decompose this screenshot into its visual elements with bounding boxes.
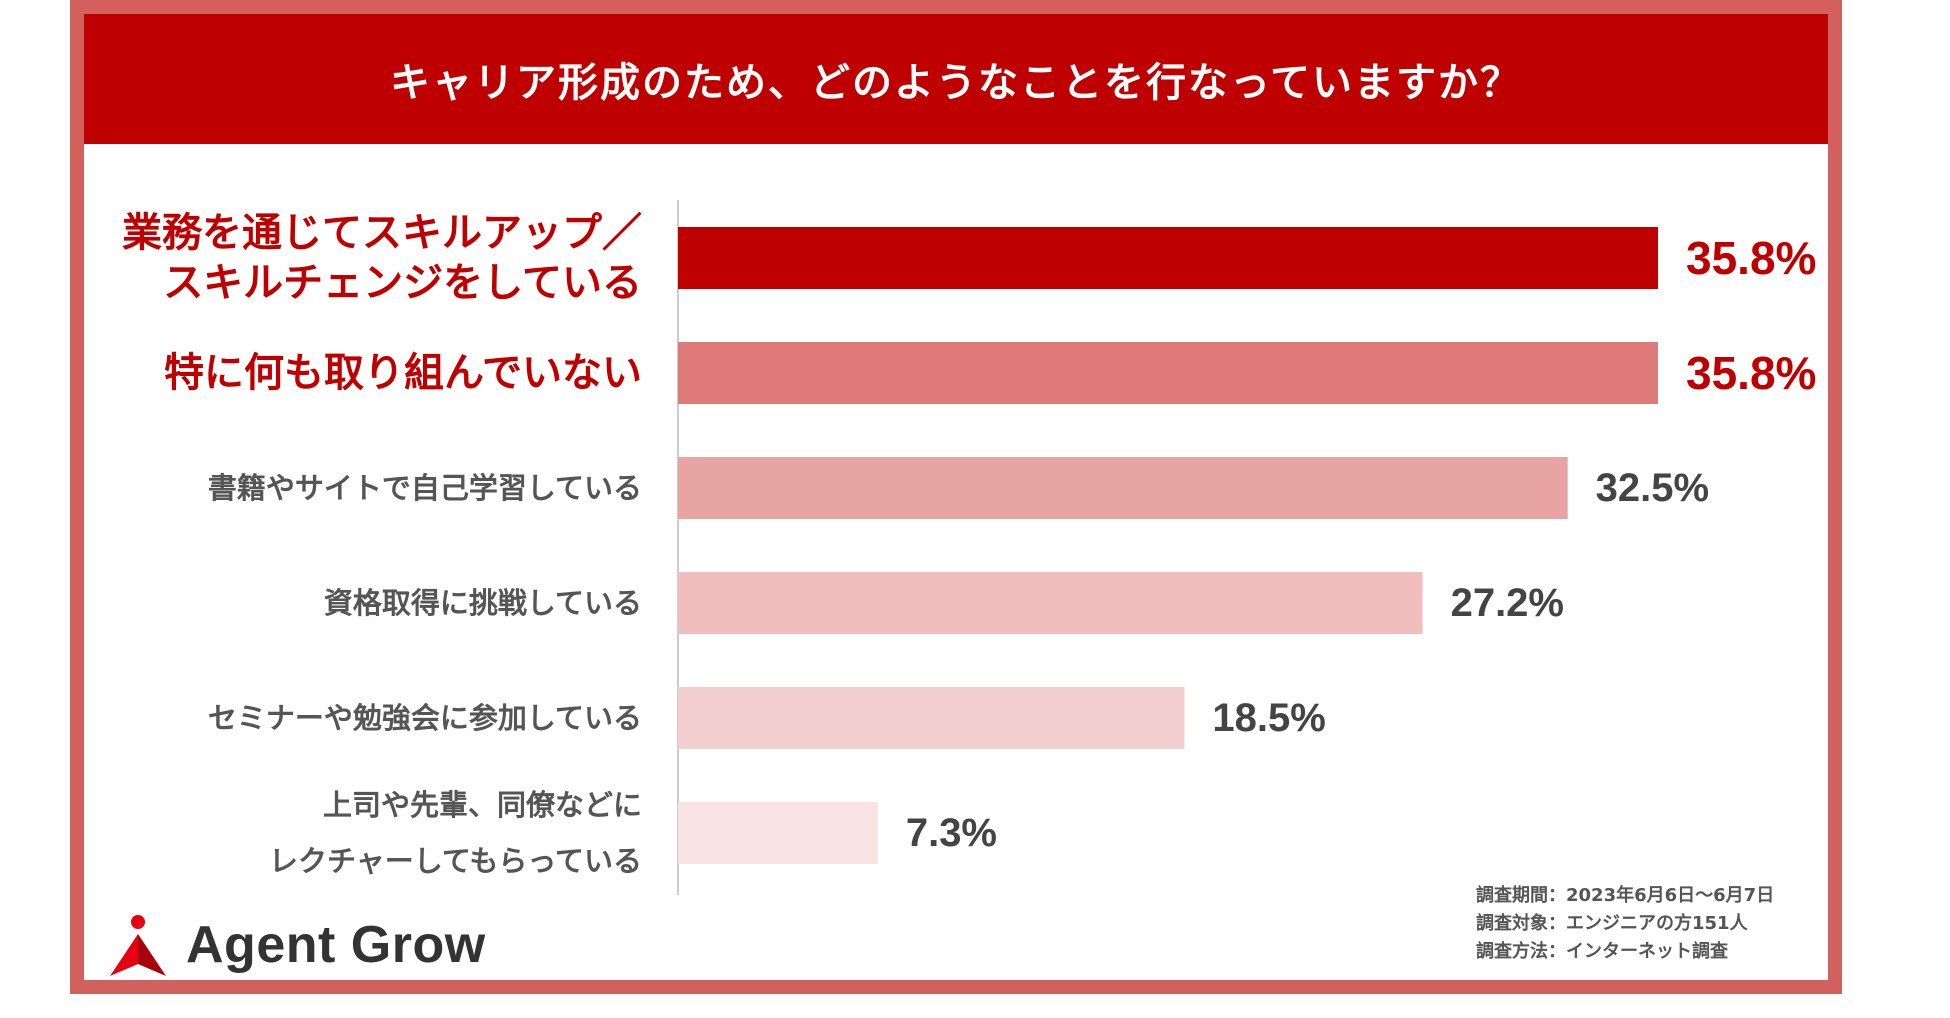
chart-title: キャリア形成のため、どのようなことを行なっていますか？	[390, 60, 1522, 106]
title-banner: キャリア形成のため、どのようなことを行なっていますか？	[84, 14, 1828, 144]
brand-name: Agent Grow	[186, 916, 486, 974]
category-label-6-line-2: レクチャーしてもらっている	[269, 844, 642, 878]
value-label-6: 7.3%	[906, 811, 997, 855]
category-label-4-line-1: 資格取得に挑戦している	[324, 586, 642, 620]
survey-method: 調査方法：インターネット調査	[1476, 941, 1728, 962]
bar-5	[678, 687, 1185, 749]
survey-period: 調査期間：2023年6月6日〜6月7日	[1476, 885, 1775, 906]
value-label-2: 35.8%	[1686, 347, 1816, 399]
category-label-1: 業務を通じてスキルアップ／スキルチェンジをしている	[122, 210, 642, 306]
value-label-3: 32.5%	[1596, 466, 1709, 510]
category-label-4: 資格取得に挑戦している	[324, 586, 642, 620]
brand-logo: Agent Grow	[108, 912, 486, 978]
survey-target: 調査対象：エンジニアの方151人	[1476, 913, 1748, 934]
bar-2	[678, 342, 1658, 404]
bar-4	[678, 572, 1423, 634]
category-label-6-line-1: 上司や先輩、同僚などに	[323, 788, 642, 822]
category-label-3-line-1: 書籍やサイトで自己学習している	[208, 471, 642, 505]
category-label-5-line-1: セミナーや勉強会に参加している	[208, 701, 642, 735]
category-label-3: 書籍やサイトで自己学習している	[208, 471, 642, 505]
bar-1	[678, 227, 1658, 289]
value-label-4: 27.2%	[1451, 581, 1564, 625]
category-label-2: 特に何も取り組んでいない	[164, 350, 642, 396]
value-label-1: 35.8%	[1686, 232, 1816, 284]
agent-grow-logo-icon	[110, 915, 166, 976]
bar-6	[678, 802, 878, 864]
value-label-5: 18.5%	[1212, 696, 1325, 740]
category-label-2-line-1: 特に何も取り組んでいない	[164, 350, 642, 396]
bar-3	[678, 457, 1568, 519]
category-label-1-line-2: スキルチェンジをしている	[163, 260, 642, 306]
category-label-1-line-1: 業務を通じてスキルアップ／	[122, 210, 642, 256]
survey-info: 調査期間：2023年6月6日〜6月7日 調査対象：エンジニアの方151人 調査方…	[1476, 882, 1774, 966]
category-label-5: セミナーや勉強会に参加している	[208, 701, 642, 735]
